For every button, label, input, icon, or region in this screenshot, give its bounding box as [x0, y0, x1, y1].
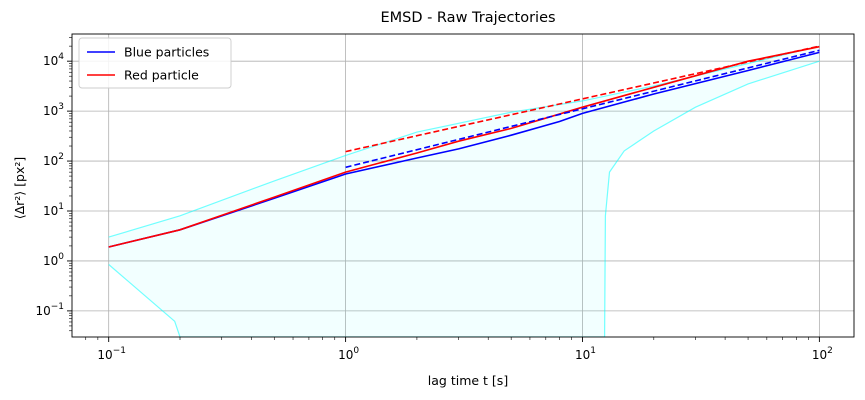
y-tick-label: 103 — [43, 102, 64, 118]
x-tick-label: 100 — [338, 346, 359, 362]
y-tick-label: 104 — [43, 52, 64, 68]
x-axis-label: lag time t [s] — [428, 373, 508, 388]
legend-label: Blue particles — [124, 45, 209, 60]
y-axis-label: ⟨Δr²⟩ [px²] — [12, 157, 27, 220]
x-tick-label: 101 — [575, 346, 596, 362]
fit-line — [345, 49, 820, 169]
series-line — [108, 45, 820, 248]
plot-area: 10−1 100 101 102 10−1 100 101 102 103 104 Blue par… — [35, 33, 855, 362]
plot-content — [108, 45, 820, 337]
chart-title: EMSD - Raw Trajectories — [380, 10, 555, 26]
y-tick-label: 10−1 — [35, 302, 64, 318]
y-tick-label: 101 — [43, 202, 64, 218]
band-lower-line — [108, 60, 820, 337]
legend-box — [78, 37, 232, 89]
series-line — [108, 51, 820, 248]
confidence-band-fill — [108, 46, 820, 337]
axes-frame — [71, 33, 855, 338]
legend: Blue particles Red particle — [78, 37, 232, 89]
x-tick-label: 102 — [812, 346, 833, 362]
x-tick-label: 10−1 — [97, 346, 126, 362]
y-tick-label: 100 — [43, 252, 64, 268]
legend-label: Red particle — [124, 68, 199, 83]
y-tick-label: 102 — [43, 152, 64, 168]
